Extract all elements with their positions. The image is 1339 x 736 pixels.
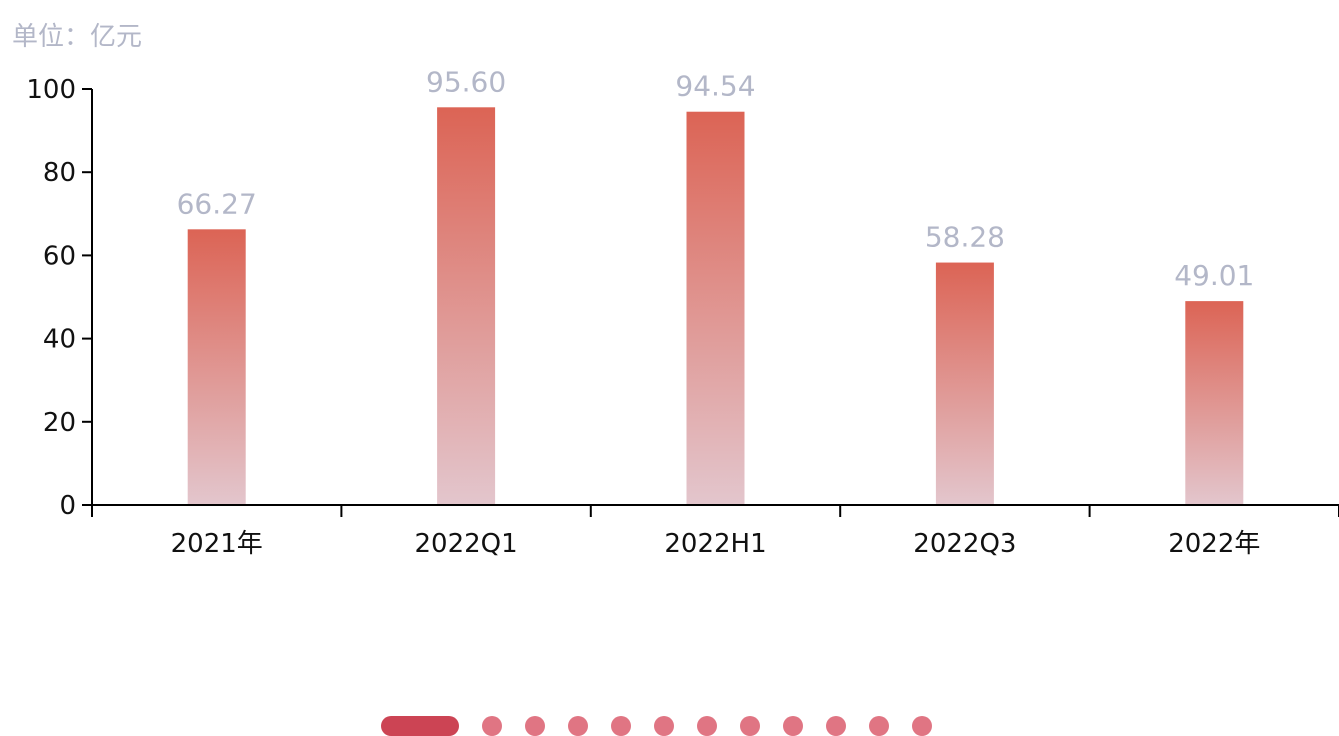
carousel-pager — [0, 716, 1339, 736]
pager-dot[interactable] — [525, 716, 545, 736]
bar-value-label: 66.27 — [177, 187, 257, 220]
x-category-label: 2021年 — [171, 529, 263, 559]
pager-dot[interactable] — [654, 716, 674, 736]
bar-value-label: 95.60 — [426, 65, 506, 98]
pager-dot[interactable] — [568, 716, 588, 736]
bar — [187, 229, 246, 505]
pager-dot[interactable] — [697, 716, 717, 736]
pager-dot[interactable] — [482, 716, 502, 736]
x-axis: 2021年 2022Q1 2022H1 2022Q3 2022年 — [91, 504, 1339, 559]
pager-dot-active[interactable] — [381, 716, 459, 736]
pager-dot[interactable] — [611, 716, 631, 736]
pager-dot[interactable] — [740, 716, 760, 736]
y-tick-label: 80 — [43, 158, 76, 188]
y-tick-label: 0 — [59, 491, 76, 521]
value-label-group: 66.27 95.60 94.54 58.28 49.01 — [177, 65, 1255, 292]
y-tick-label: 40 — [43, 325, 76, 355]
bar-value-label: 58.28 — [925, 221, 1005, 254]
bar — [686, 111, 745, 506]
bar-chart: 66.27 95.60 94.54 58.28 49.01 0 20 40 60 80 100 2… — [26, 65, 1339, 559]
bar — [935, 262, 994, 505]
bar-group — [187, 107, 1244, 506]
bar — [1185, 301, 1244, 505]
bar — [437, 107, 496, 505]
x-category-label: 2022H1 — [664, 529, 766, 559]
x-category-label: 2022Q3 — [913, 529, 1016, 559]
pager-dot[interactable] — [826, 716, 846, 736]
y-axis: 0 20 40 60 80 100 — [26, 75, 93, 521]
bar-value-label: 49.01 — [1174, 259, 1254, 292]
pager-dot[interactable] — [912, 716, 932, 736]
x-category-label: 2022年 — [1168, 529, 1260, 559]
y-tick-label: 20 — [43, 408, 76, 438]
y-tick-label: 100 — [26, 75, 76, 105]
x-category-label: 2022Q1 — [415, 529, 518, 559]
pager-dot[interactable] — [783, 716, 803, 736]
pager-dot[interactable] — [869, 716, 889, 736]
unit-label: 单位：亿元 — [12, 22, 143, 52]
bar-value-label: 94.54 — [675, 70, 755, 103]
y-tick-label: 60 — [43, 241, 76, 271]
